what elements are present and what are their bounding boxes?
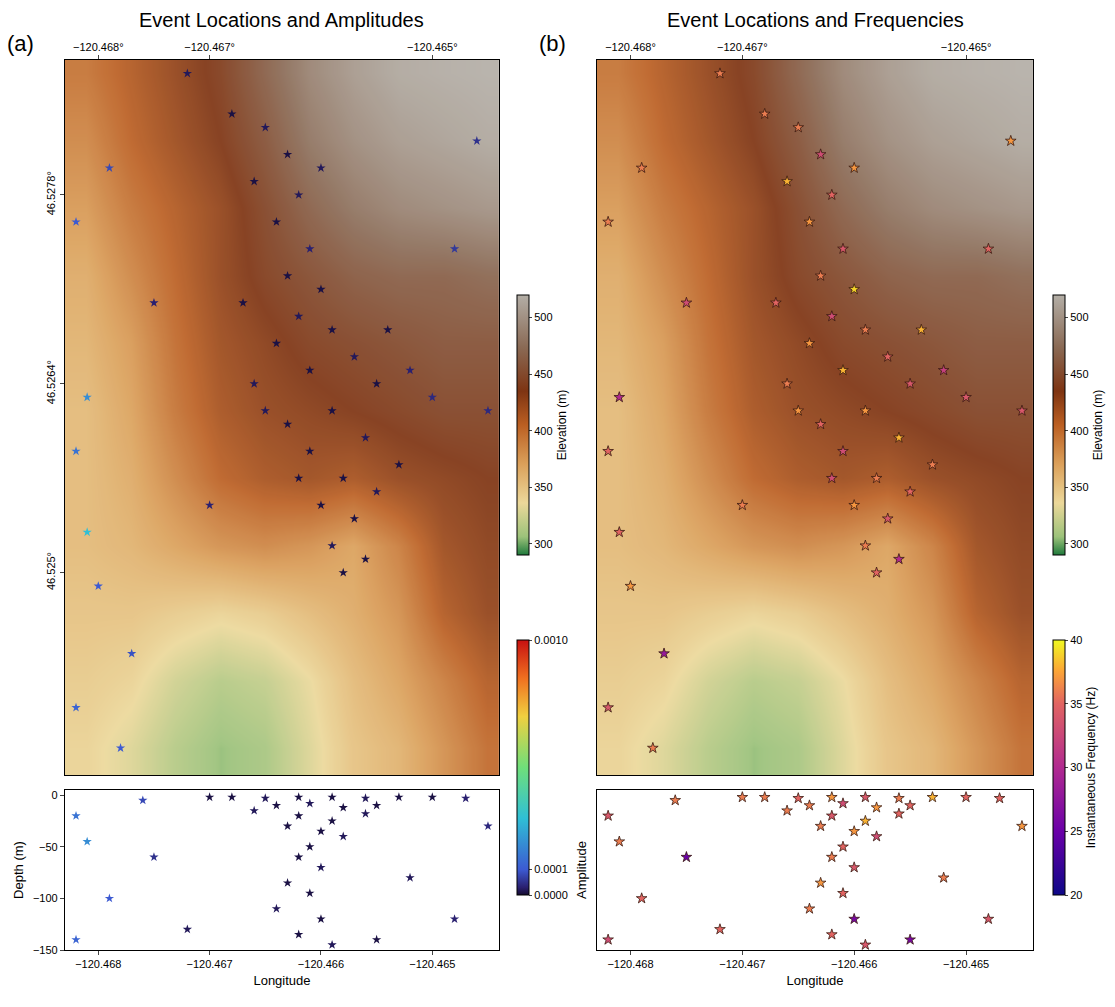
svg-text:−100: −100 xyxy=(33,892,58,904)
svg-text:(b): (b) xyxy=(539,31,566,56)
svg-text:46.525°: 46.525° xyxy=(45,552,57,590)
svg-text:−120.465: −120.465 xyxy=(409,958,455,970)
svg-text:Event Locations and Frequencie: Event Locations and Frequencies xyxy=(667,9,964,31)
svg-text:20: 20 xyxy=(1070,889,1082,901)
svg-text:0: 0 xyxy=(52,789,58,801)
svg-text:−120.467°: −120.467° xyxy=(184,41,235,53)
svg-text:−120.468°: −120.468° xyxy=(605,41,656,53)
svg-text:−120.465°: −120.465° xyxy=(407,41,458,53)
svg-text:Amplitude: Amplitude xyxy=(574,841,589,899)
svg-text:−120.468: −120.468 xyxy=(607,958,653,970)
svg-text:25: 25 xyxy=(1070,825,1082,837)
svg-text:500: 500 xyxy=(534,311,552,323)
svg-text:−120.465°: −120.465° xyxy=(941,41,992,53)
svg-text:46.5264°: 46.5264° xyxy=(45,360,57,404)
svg-text:46.5278°: 46.5278° xyxy=(45,171,57,215)
svg-text:400: 400 xyxy=(1070,425,1088,437)
svg-text:0.0001: 0.0001 xyxy=(534,863,568,875)
svg-text:30: 30 xyxy=(1070,761,1082,773)
svg-text:−150: −150 xyxy=(33,944,58,956)
svg-text:35: 35 xyxy=(1070,698,1082,710)
svg-text:Elevation (m): Elevation (m) xyxy=(555,390,569,461)
svg-text:−120.466: −120.466 xyxy=(831,958,877,970)
svg-text:−120.467: −120.467 xyxy=(187,958,233,970)
svg-text:Instantaneous Frequency (Hz): Instantaneous Frequency (Hz) xyxy=(1084,687,1098,848)
svg-text:−50: −50 xyxy=(39,841,58,853)
svg-text:350: 350 xyxy=(534,481,552,493)
svg-text:−120.465: −120.465 xyxy=(943,958,989,970)
svg-text:500: 500 xyxy=(1070,311,1088,323)
svg-text:300: 300 xyxy=(534,538,552,550)
svg-text:40: 40 xyxy=(1070,634,1082,646)
svg-text:−120.466: −120.466 xyxy=(298,958,344,970)
svg-text:−120.467°: −120.467° xyxy=(717,41,768,53)
svg-text:300: 300 xyxy=(1070,538,1088,550)
svg-text:Elevation (m): Elevation (m) xyxy=(1091,390,1105,461)
svg-text:Longitude: Longitude xyxy=(253,973,310,988)
svg-text:400: 400 xyxy=(534,425,552,437)
svg-text:−120.468°: −120.468° xyxy=(73,41,124,53)
svg-text:−120.467: −120.467 xyxy=(719,958,765,970)
svg-text:450: 450 xyxy=(534,368,552,380)
svg-text:Longitude: Longitude xyxy=(786,973,843,988)
svg-text:350: 350 xyxy=(1070,481,1088,493)
svg-text:Event Locations and Amplitudes: Event Locations and Amplitudes xyxy=(139,9,424,31)
svg-text:(a): (a) xyxy=(7,31,34,56)
svg-text:−120.468: −120.468 xyxy=(75,958,121,970)
svg-text:0.0010: 0.0010 xyxy=(534,634,568,646)
svg-text:0.0000: 0.0000 xyxy=(534,889,568,901)
svg-text:Depth (m): Depth (m) xyxy=(11,841,26,899)
svg-text:450: 450 xyxy=(1070,368,1088,380)
